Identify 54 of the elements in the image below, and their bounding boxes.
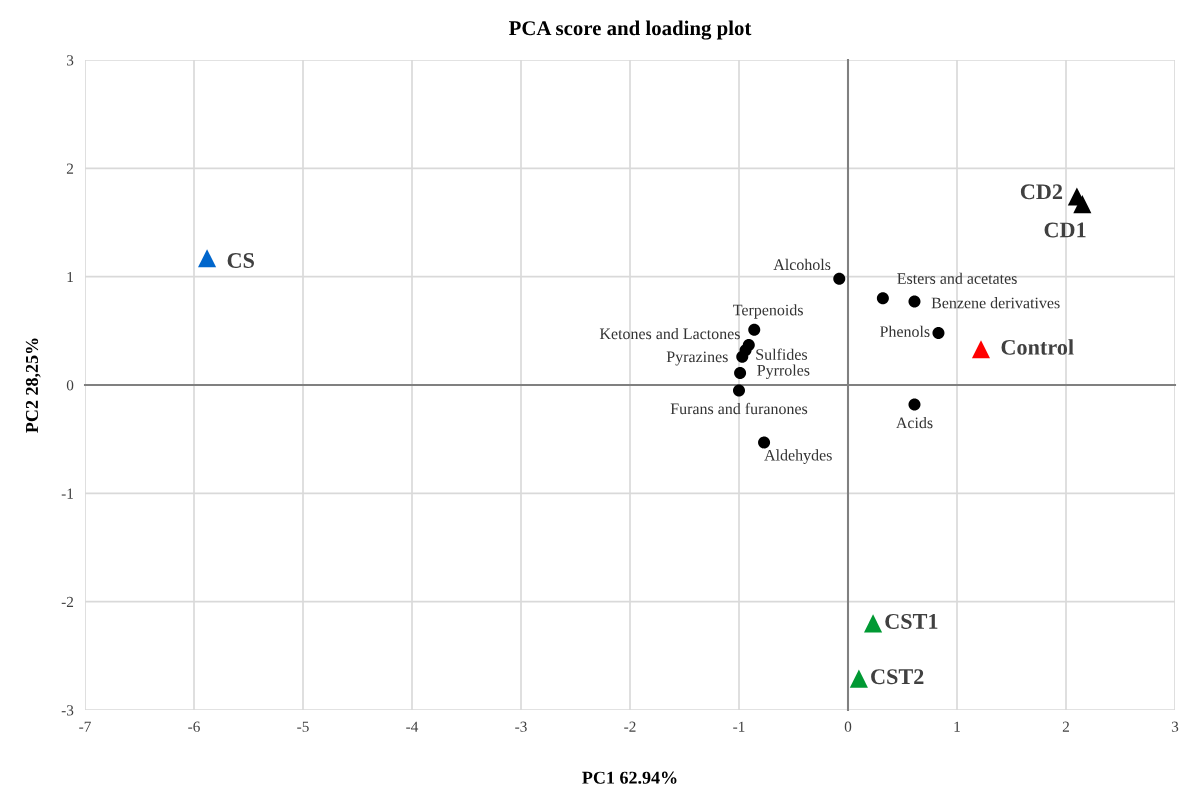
point (732, 384, 746, 397)
series-label: Acids (896, 417, 933, 429)
point (971, 340, 991, 359)
series-label: Ketones and Lactones (599, 327, 740, 340)
point (932, 326, 945, 340)
x-tick-label: 1 (954, 721, 960, 732)
point (833, 272, 846, 285)
point (864, 614, 883, 633)
chart-title: PCA score and loading plot (509, 20, 752, 40)
point (876, 292, 889, 305)
series-label: CD2 (1020, 184, 1063, 200)
point (1073, 195, 1092, 214)
series-label: Phenols (880, 325, 930, 337)
point (908, 398, 921, 411)
point (849, 669, 868, 688)
x-tick-label: 2 (1062, 721, 1069, 732)
point (739, 344, 752, 357)
series-label: CD1 (1044, 222, 1086, 238)
series-label: Alcohols (773, 258, 831, 271)
y-tick-label: -1 (61, 488, 73, 499)
series-label: Pyrazines (666, 351, 728, 366)
x-tick-label: -2 (624, 721, 636, 732)
series-label: Control (1001, 339, 1074, 355)
series-label: Sulfides (756, 348, 808, 360)
x-tick-label: -7 (79, 721, 91, 732)
x-tick-label: 3 (1171, 721, 1179, 732)
y-tick-label: 2 (66, 163, 74, 174)
series-label: Pyrroles (757, 364, 810, 379)
point (748, 323, 761, 336)
x-tick-label: -3 (515, 721, 527, 732)
y-tick-label: 3 (66, 55, 74, 66)
point (908, 295, 921, 308)
y-tick-label: 1 (67, 271, 73, 282)
series-label: CST1 (885, 613, 938, 629)
x-axis-title: PC1 62.94% (582, 771, 677, 784)
point (734, 367, 747, 380)
x-tick-label: -6 (188, 721, 200, 732)
y-tick-label: -2 (61, 596, 74, 607)
point (198, 249, 217, 268)
x-tick-label: -5 (297, 721, 309, 732)
series-label: Aldehydes (764, 449, 832, 464)
series-label: CST2 (871, 669, 924, 685)
point (758, 436, 771, 449)
series-label: Terpenoids (733, 304, 803, 319)
x-tick-label: -4 (406, 721, 419, 732)
series-label: Furans and furanones (670, 402, 808, 415)
x-tick-label: 0 (844, 721, 852, 732)
series-label: Esters and acetates (897, 272, 1017, 284)
x-tick-label: -1 (733, 721, 745, 732)
series-label: CS (227, 253, 254, 268)
series-label: Benzene derivatives (931, 297, 1060, 309)
y-tick-label: -3 (61, 705, 74, 716)
y-axis-title: PC2 28,25% (25, 338, 41, 433)
y-tick-label: 0 (66, 380, 74, 391)
